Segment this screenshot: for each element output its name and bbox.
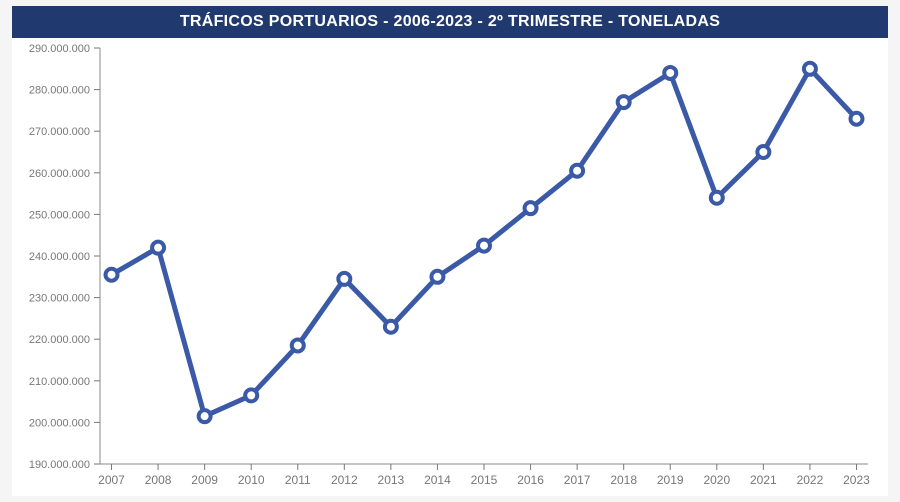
x-tick-label: 2014 [424,473,451,487]
x-tick-label: 2010 [238,473,265,487]
y-tick-label: 200.000.000 [29,417,90,429]
y-tick-label: 240.000.000 [29,251,90,263]
plot-area: 190.000.000 200.000.000 210.000.000 220.000… [12,38,888,496]
x-tick-label: 2015 [471,473,498,487]
y-tick-label: 210.000.000 [29,376,90,388]
x-tick-label: 2008 [145,473,172,487]
y-tick-label: 250.000.000 [29,209,90,221]
y-tick-label: 260.000.000 [29,168,90,180]
chart-title-bar: TRÁFICOS PORTUARIOS - 2006-2023 - 2º TRI… [12,6,888,38]
x-tick-label: 2019 [657,473,684,487]
data-point [525,202,537,214]
data-point [664,67,676,79]
y-tick-label: 270.000.000 [29,126,90,138]
chart-title: TRÁFICOS PORTUARIOS - 2006-2023 - 2º TRI… [180,13,720,30]
data-point [152,242,164,254]
data-point [571,165,583,177]
x-tick-label: 2023 [843,473,870,487]
data-point [199,410,211,422]
y-tick-label: 230.000.000 [29,293,90,305]
y-tick-label: 290.000.000 [29,43,90,55]
data-point [804,63,816,75]
x-tick-label: 2020 [703,473,730,487]
y-tick-label: 280.000.000 [29,85,90,97]
data-point [106,269,118,281]
x-tick-label: 2007 [98,473,125,487]
data-point [385,321,397,333]
data-point [478,240,490,252]
data-point [338,273,350,285]
data-point [292,339,304,351]
x-tick-label: 2011 [285,473,311,487]
x-tick-label: 2017 [564,473,591,487]
y-tick-label: 190.000.000 [29,459,90,471]
x-tick-label: 2012 [331,473,358,487]
data-point [431,271,443,283]
data-point [618,96,630,108]
x-tick-label: 2022 [797,473,824,487]
x-tick-label: 2018 [610,473,637,487]
x-tick-label: 2013 [378,473,405,487]
data-point [757,146,769,158]
y-tick-label: 220.000.000 [29,334,90,346]
x-tick-label: 2016 [517,473,544,487]
data-point [850,113,862,125]
x-tick-label: 2009 [191,473,218,487]
data-point [711,192,723,204]
x-tick-label: 2021 [750,473,777,487]
data-point [245,389,257,401]
